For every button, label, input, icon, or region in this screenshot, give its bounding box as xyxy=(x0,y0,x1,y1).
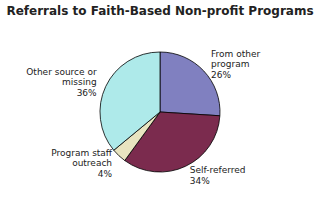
slices xyxy=(100,52,220,172)
slice xyxy=(100,52,160,150)
slice-label: Self-referred34% xyxy=(190,165,246,186)
chart: Referrals to Faith-Based Non-profit Prog… xyxy=(0,0,320,211)
slice-label: From otherprogram26% xyxy=(211,49,260,80)
labels: From otherprogram26% Self-referred34% Prog… xyxy=(26,49,260,186)
slice-label: Program staffoutreach4% xyxy=(51,148,113,179)
slice-label: Other source ormissing36% xyxy=(26,67,97,98)
title: Referrals to Faith-Based Non-profit Prog… xyxy=(6,4,313,18)
